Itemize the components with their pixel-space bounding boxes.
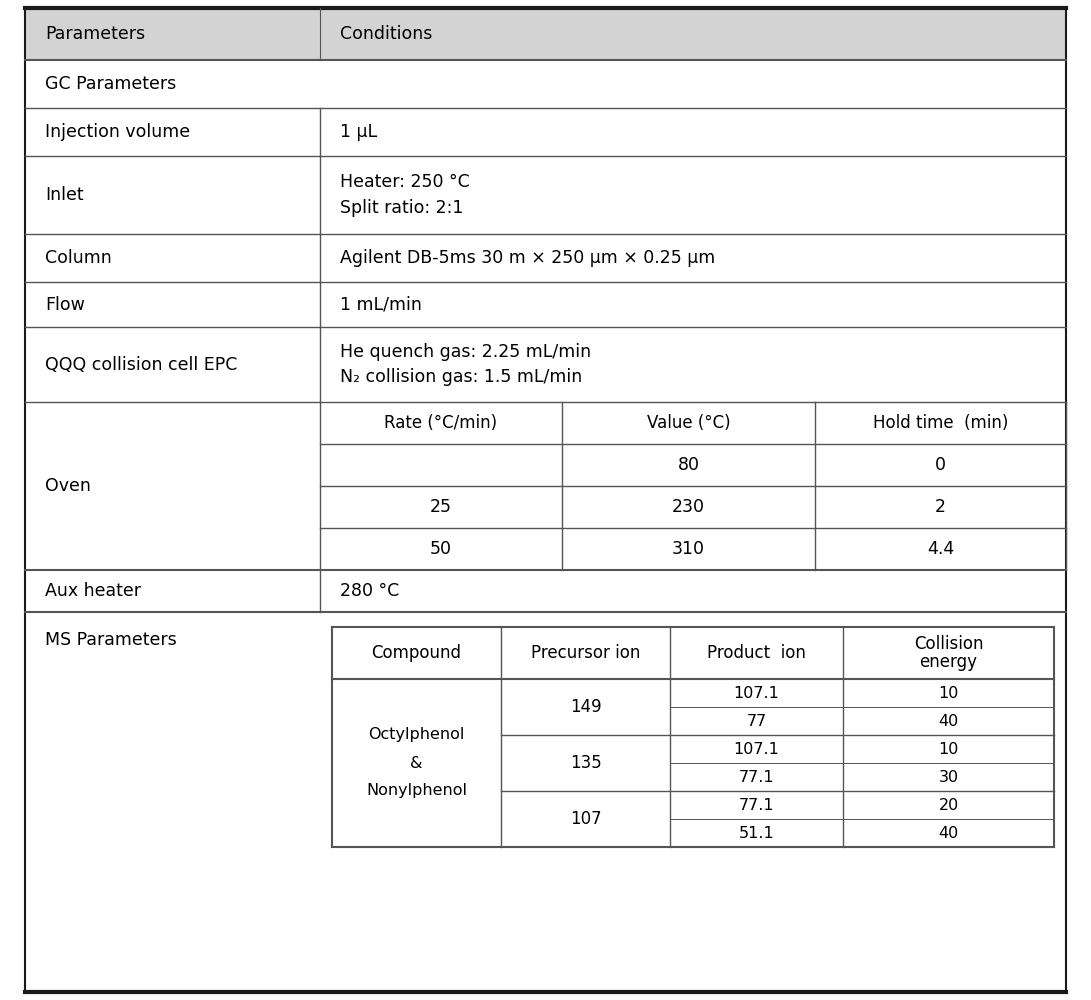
Text: Injection volume: Injection volume (45, 123, 190, 141)
Bar (25, 60, 1066, 108)
Text: 40: 40 (938, 826, 959, 840)
Text: 77: 77 (746, 714, 767, 728)
Text: 4.4: 4.4 (927, 540, 955, 558)
Text: &: & (410, 756, 422, 770)
Bar (25, 282, 1066, 327)
Text: Precursor ion: Precursor ion (531, 644, 640, 662)
Text: 30: 30 (938, 770, 959, 784)
Text: GC Parameters: GC Parameters (45, 75, 177, 93)
Text: Inlet: Inlet (45, 186, 84, 204)
Bar (25, 570, 1066, 612)
Text: 107: 107 (570, 810, 601, 828)
Text: 10: 10 (938, 686, 959, 700)
Text: N₂ collision gas: 1.5 mL/min: N₂ collision gas: 1.5 mL/min (340, 368, 583, 386)
Text: QQQ collision cell EPC: QQQ collision cell EPC (45, 356, 238, 373)
Text: 107.1: 107.1 (733, 686, 779, 700)
Bar (25, 402, 320, 570)
Text: Heater: 250 °C: Heater: 250 °C (340, 173, 470, 191)
Text: Parameters: Parameters (45, 25, 145, 43)
Text: Octylphenol: Octylphenol (369, 728, 465, 742)
Text: Oven: Oven (45, 477, 91, 495)
Bar (25, 108, 1066, 156)
Text: 107.1: 107.1 (733, 742, 779, 756)
Text: 0: 0 (935, 456, 946, 474)
Text: Product  ion: Product ion (707, 644, 806, 662)
Text: Nonylphenol: Nonylphenol (365, 784, 467, 798)
Text: Rate (°C/min): Rate (°C/min) (384, 414, 497, 432)
Text: Value (°C): Value (°C) (647, 414, 730, 432)
Text: Agilent DB-5ms 30 m × 250 μm × 0.25 μm: Agilent DB-5ms 30 m × 250 μm × 0.25 μm (340, 249, 716, 267)
Text: Hold time  (min): Hold time (min) (873, 414, 1008, 432)
Text: 80: 80 (678, 456, 699, 474)
Text: 1 μL: 1 μL (340, 123, 377, 141)
Bar (25, 234, 1066, 282)
Text: Split ratio: 2:1: Split ratio: 2:1 (340, 199, 464, 217)
Text: 135: 135 (570, 754, 601, 772)
Bar (25, 8, 1066, 60)
Text: 1 mL/min: 1 mL/min (340, 296, 422, 314)
Text: 20: 20 (938, 798, 959, 812)
Text: Flow: Flow (45, 296, 85, 314)
Text: 77.1: 77.1 (739, 798, 775, 812)
Text: energy: energy (920, 653, 978, 671)
Text: 25: 25 (430, 498, 452, 516)
Text: 10: 10 (938, 742, 959, 756)
Text: Conditions: Conditions (340, 25, 432, 43)
Text: 310: 310 (672, 540, 705, 558)
Bar (25, 327, 1066, 402)
Bar (320, 402, 562, 444)
Text: 149: 149 (570, 698, 601, 716)
Text: 77.1: 77.1 (739, 770, 775, 784)
Text: 2: 2 (935, 498, 946, 516)
Text: 51.1: 51.1 (739, 826, 775, 840)
Text: Aux heater: Aux heater (45, 582, 141, 600)
Bar (562, 402, 815, 444)
Bar (815, 402, 1066, 444)
Text: 280 °C: 280 °C (340, 582, 399, 600)
Text: Compound: Compound (372, 644, 461, 662)
Text: He quench gas: 2.25 mL/min: He quench gas: 2.25 mL/min (340, 343, 591, 361)
Text: 230: 230 (672, 498, 705, 516)
Text: 40: 40 (938, 714, 959, 728)
Text: MS Parameters: MS Parameters (45, 631, 177, 649)
Text: Collision: Collision (914, 635, 983, 653)
Text: Column: Column (45, 249, 111, 267)
Bar (25, 612, 1066, 897)
Text: 50: 50 (430, 540, 452, 558)
Bar (25, 156, 1066, 234)
